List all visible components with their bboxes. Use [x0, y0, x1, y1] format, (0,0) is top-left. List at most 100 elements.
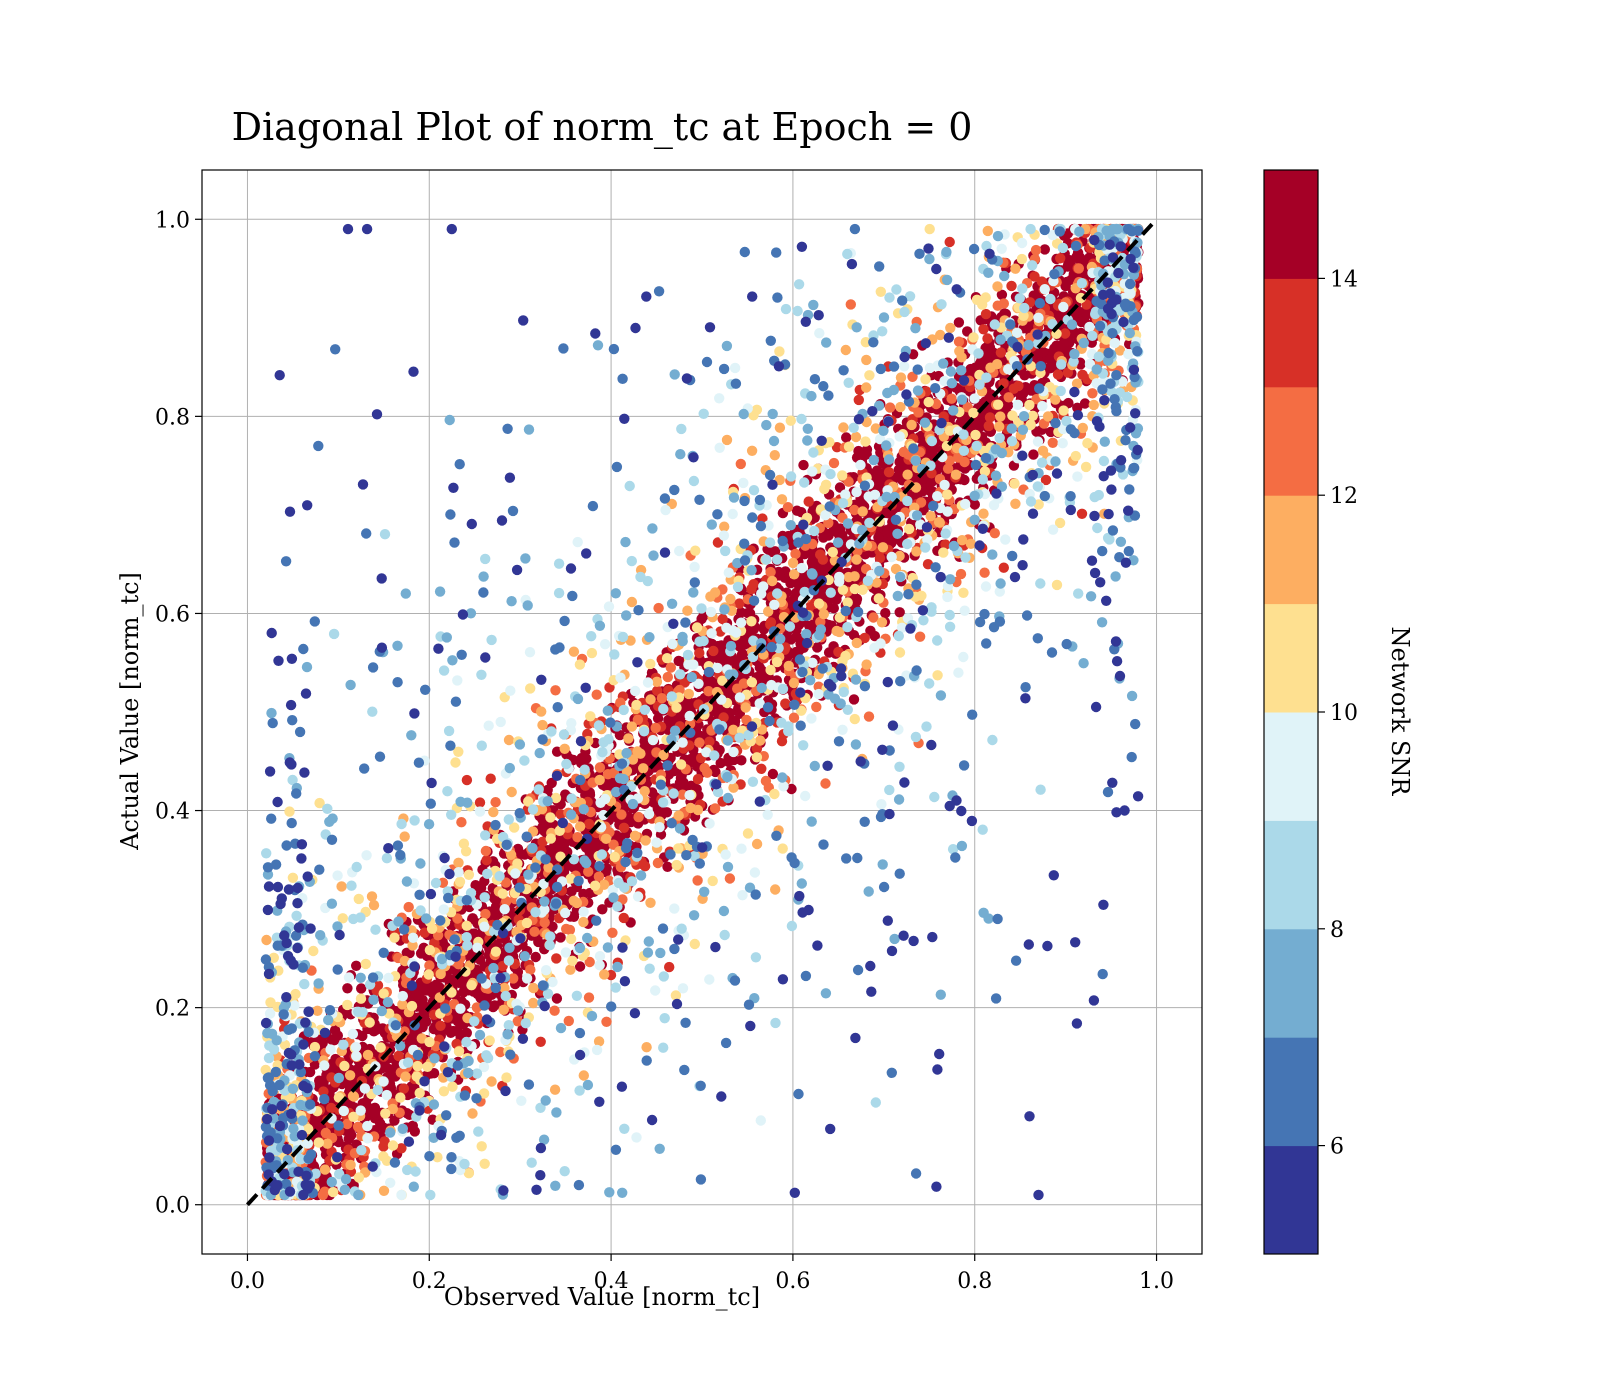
scatter-point	[682, 605, 693, 616]
scatter-point	[574, 961, 586, 972]
scatter-point	[1019, 370, 1030, 381]
scatter-point	[1033, 312, 1044, 323]
scatter-point	[684, 710, 695, 722]
scatter-point	[510, 868, 521, 879]
scatter-point	[769, 788, 780, 800]
scatter-point	[1003, 392, 1014, 403]
scatter-point	[765, 566, 776, 578]
scatter-point	[840, 344, 851, 356]
scatter-point	[692, 804, 704, 816]
scatter-point	[751, 404, 763, 415]
scatter-point	[694, 647, 705, 659]
scatter-point	[953, 667, 964, 678]
scatter-point	[1010, 263, 1021, 274]
scatter-point	[399, 831, 410, 842]
scatter-point	[475, 882, 487, 894]
scatter-point	[791, 505, 803, 516]
scatter-point	[980, 308, 992, 320]
scatter-point	[625, 816, 637, 828]
scatter-point	[583, 992, 595, 1003]
scatter-point	[525, 683, 536, 694]
scatter-point	[641, 1042, 652, 1053]
scatter-point	[694, 737, 705, 748]
scatter-point	[1024, 399, 1035, 411]
scatter-point	[785, 415, 796, 426]
scatter-point	[387, 1140, 399, 1151]
scatter-point	[309, 1041, 321, 1053]
scatter-point	[843, 441, 855, 452]
scatter-point	[677, 983, 689, 994]
scatter-point	[530, 951, 541, 963]
scatter-point	[551, 953, 562, 964]
scatter-point	[412, 1060, 423, 1072]
scatter-point	[707, 875, 718, 887]
scatter-point	[578, 916, 589, 928]
scatter-point	[424, 1036, 435, 1048]
scatter-point	[549, 1005, 560, 1016]
scatter-point	[771, 656, 783, 668]
scatter-point	[959, 456, 970, 468]
scatter-point	[838, 422, 849, 433]
scatter-point	[472, 942, 483, 953]
scatter-point	[728, 782, 739, 793]
scatter-point	[375, 1042, 386, 1053]
scatter-point	[353, 1172, 365, 1183]
scatter-point	[708, 645, 719, 657]
scatter-point	[336, 881, 347, 892]
scatter-point	[1016, 253, 1028, 265]
scatter-point	[489, 1000, 500, 1011]
scatter-point	[739, 639, 750, 650]
scatter-point	[932, 670, 943, 681]
scatter-point	[599, 969, 610, 980]
scatter-point	[498, 1004, 509, 1015]
scatter-point	[395, 1092, 406, 1103]
scatter-point	[777, 843, 788, 854]
scatter-point	[729, 362, 741, 374]
scatter-point	[1123, 349, 1134, 360]
scatter-point	[716, 640, 727, 651]
scatter-point	[820, 479, 832, 490]
scatter-point	[706, 676, 717, 687]
scatter-point	[692, 875, 703, 886]
scatter-point	[861, 382, 872, 393]
scatter-point	[529, 926, 540, 937]
scatter-point	[667, 638, 678, 650]
scatter-point	[406, 1088, 417, 1099]
scatter-point	[661, 653, 673, 664]
scatter-point	[823, 647, 835, 658]
scatter-point	[536, 706, 547, 717]
scatter-point	[1045, 426, 1057, 438]
scatter-point	[578, 906, 589, 917]
scatter-point	[351, 960, 362, 971]
scatter-point	[1052, 369, 1064, 380]
scatter-point	[725, 593, 736, 605]
scatter-point	[891, 472, 902, 483]
scatter-point	[638, 763, 649, 774]
scatter-point	[1030, 244, 1042, 256]
scatter-point	[873, 532, 884, 543]
scatter-point	[851, 554, 862, 565]
scatter-point	[813, 598, 825, 609]
scatter-point	[424, 944, 436, 956]
scatter-point	[774, 346, 785, 357]
scatter-point	[818, 608, 829, 620]
scatter-point	[820, 778, 831, 789]
scatter-point	[660, 504, 671, 516]
scatter-point	[934, 517, 945, 528]
scatter-point	[385, 1177, 396, 1189]
scatter-point	[1071, 252, 1083, 264]
scatter-point	[790, 587, 802, 599]
scatter-point	[614, 729, 626, 741]
scatter-point	[811, 701, 822, 713]
scatter-point	[710, 766, 721, 778]
scatter-point	[545, 833, 556, 844]
scatter-point	[863, 711, 875, 722]
scatter-point	[383, 972, 394, 984]
scatter-point	[721, 434, 733, 446]
scatter-point	[735, 458, 746, 470]
scatter-point	[1011, 327, 1023, 338]
scatter-point	[568, 646, 580, 657]
scatter-point	[989, 528, 1000, 539]
scatter-point	[938, 547, 949, 558]
scatter-point	[965, 538, 977, 549]
